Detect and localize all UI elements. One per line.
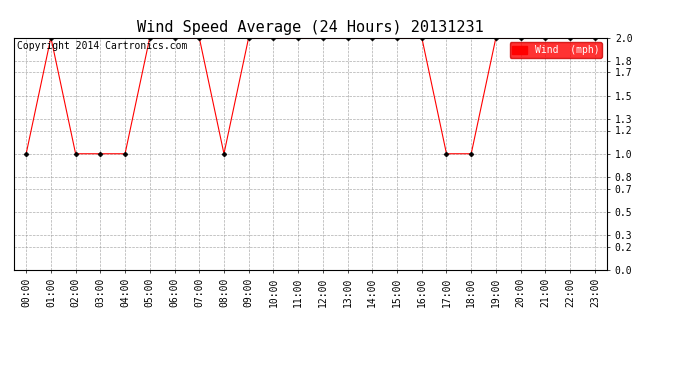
Title: Wind Speed Average (24 Hours) 20131231: Wind Speed Average (24 Hours) 20131231 bbox=[137, 20, 484, 35]
Legend: Wind  (mph): Wind (mph) bbox=[509, 42, 602, 58]
Text: Copyright 2014 Cartronics.com: Copyright 2014 Cartronics.com bbox=[17, 41, 187, 51]
